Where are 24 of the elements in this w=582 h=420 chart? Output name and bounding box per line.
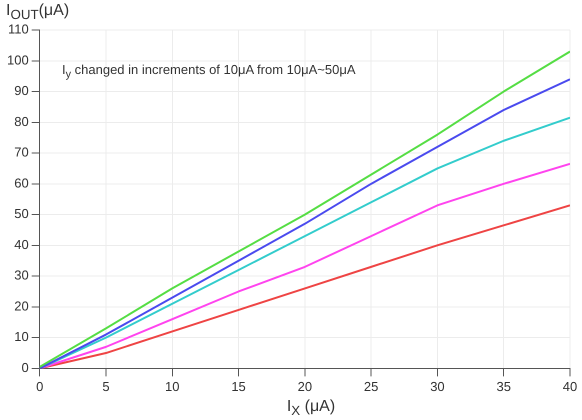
x-tick-label: 10 — [165, 378, 180, 394]
y-axis-title: I$_{OUT}$(μA) — [6, 2, 70, 22]
x-tick-label: 20 — [298, 378, 312, 394]
y-tick-label: 90 — [14, 83, 29, 98]
x-tick-label: 0 — [36, 378, 44, 394]
y-tick-label: 10 — [14, 329, 29, 344]
annotation: I$_{y}$ changed in increments of 10μA from 10μA~50μA — [62, 62, 356, 81]
y-tick-label: 40 — [14, 236, 29, 252]
x-tick-label: 5 — [102, 378, 110, 394]
y-tick-label: 20 — [14, 298, 29, 314]
y-tick-label: 60 — [14, 175, 29, 190]
y-tick-label: 70 — [14, 144, 29, 160]
y-tick-label: 0 — [21, 360, 29, 375]
x-tick-label: 35 — [496, 378, 511, 394]
x-tick-label: 30 — [430, 378, 445, 394]
y-tick-label: 80 — [14, 114, 29, 129]
x-tick-label: 40 — [562, 378, 578, 394]
x-tick-label: 15 — [231, 378, 246, 394]
x-axis-title: I$_{X}$ (μA) — [286, 398, 336, 418]
y-tick-label: 100 — [6, 52, 29, 68]
y-tick-label: 30 — [14, 268, 29, 283]
y-tick-label: 110 — [8, 22, 29, 37]
x-tick-label: 25 — [364, 378, 378, 394]
y-tick-label: 50 — [14, 206, 29, 222]
